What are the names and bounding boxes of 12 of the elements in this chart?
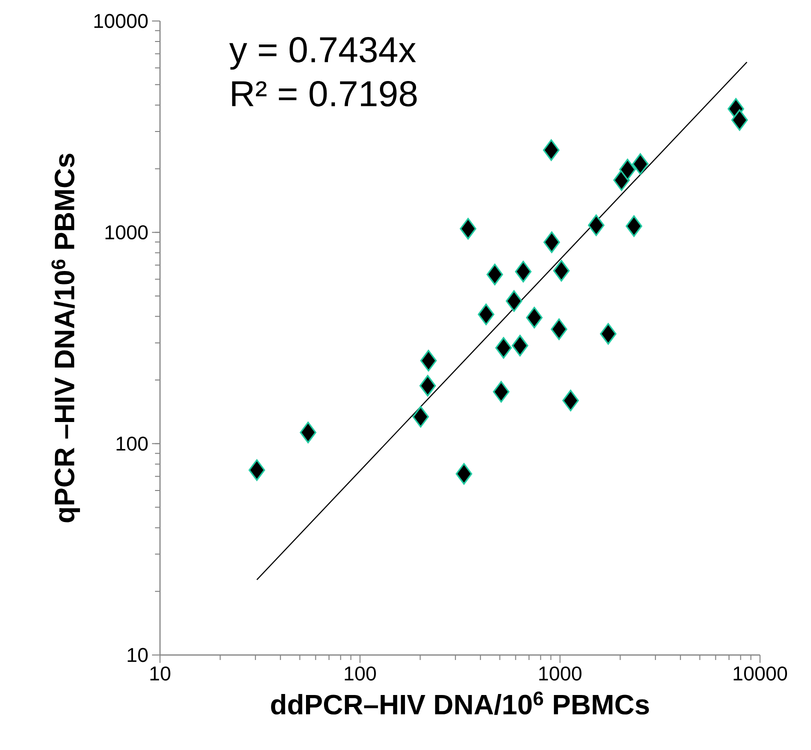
y-tick-label: 10000	[94, 14, 148, 28]
y-tick-label: 10	[128, 648, 148, 662]
annotation: R² = 0.7198	[232, 81, 417, 107]
x-axis-title: ddPCR–HIV DNA/10$^{6}$ PBMCs	[271, 692, 649, 715]
y-tick-label: 100	[116, 436, 148, 451]
x-tick-label: 10000	[734, 666, 788, 681]
annotation: y = 0.7434x	[229, 37, 416, 70]
x-tick-label: 1000	[539, 666, 582, 681]
x-tick-label: 100	[344, 666, 376, 681]
x-tick-label: 10	[150, 666, 170, 681]
y-tick-label: 1000	[106, 225, 148, 240]
y-axis-title: qPCR –HIV DNA/10$^{6}$ PBMCs	[51, 154, 80, 522]
